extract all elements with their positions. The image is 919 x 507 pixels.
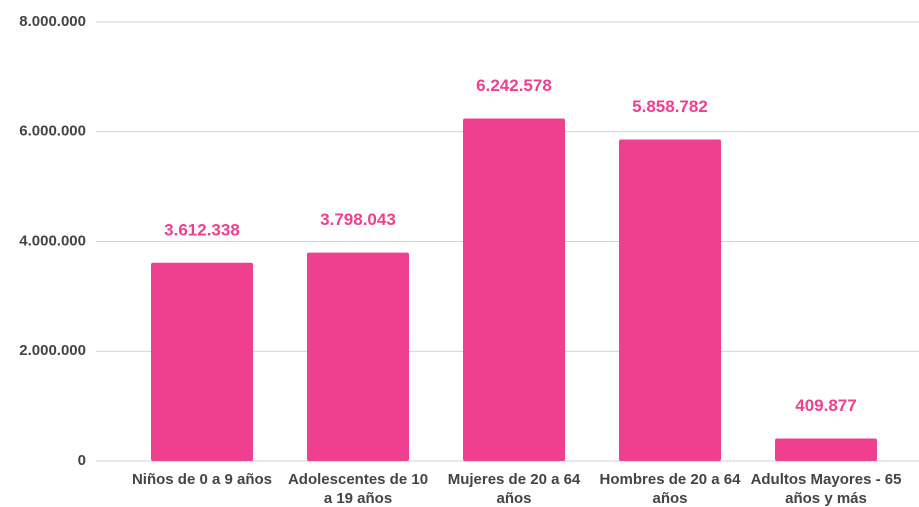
x-tick-label: Adultos Mayores - 65 años y más bbox=[751, 471, 902, 507]
bar bbox=[463, 118, 565, 461]
value-label: 5.858.782 bbox=[632, 97, 708, 116]
x-tick-label: Mujeres de 20 a 64 años bbox=[448, 471, 581, 507]
bar bbox=[307, 252, 409, 461]
y-tick-label: 2.000.000 bbox=[19, 342, 86, 359]
y-tick-label: 6.000.000 bbox=[19, 123, 86, 140]
bar bbox=[151, 262, 253, 461]
y-tick-label: 8.000.000 bbox=[19, 13, 86, 30]
x-tick-label: Niños de 0 a 9 años bbox=[132, 471, 272, 488]
y-tick-label: 0 bbox=[78, 452, 86, 469]
value-label: 3.798.043 bbox=[320, 210, 396, 229]
value-label: 3.612.338 bbox=[164, 220, 240, 239]
x-tick-label: Adolescentes de 10 a 19 años bbox=[288, 471, 428, 507]
y-tick-label: 4.000.000 bbox=[19, 232, 86, 249]
bar bbox=[619, 139, 721, 462]
bar bbox=[775, 438, 877, 461]
value-label: 6.242.578 bbox=[476, 76, 552, 95]
value-label: 409.877 bbox=[795, 396, 856, 415]
x-tick-label: Hombres de 20 a 64 años bbox=[600, 471, 742, 507]
